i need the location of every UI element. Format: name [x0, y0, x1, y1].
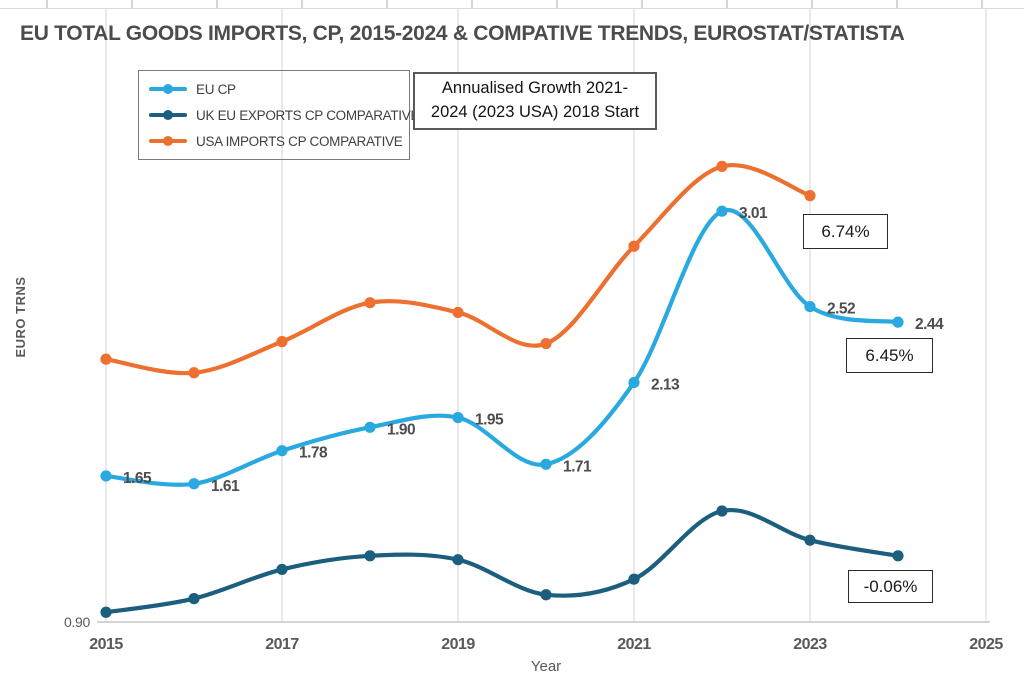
svg-text:2019: 2019: [441, 636, 475, 653]
usa-growth-label: 6.74%: [803, 214, 888, 249]
svg-text:1.95: 1.95: [475, 412, 504, 429]
growth-annotation-box: Annualised Growth 2021- 2024 (2023 USA) …: [413, 72, 657, 130]
svg-text:2.52: 2.52: [827, 301, 855, 318]
uk-growth-label: -0.06%: [848, 570, 933, 603]
legend-label: UK EU EXPORTS CP COMPARATIVE: [196, 107, 420, 123]
legend-item-usa-imports: USA IMPORTS CP COMPARATIVE: [149, 134, 403, 149]
spreadsheet-top-edge: [0, 0, 1024, 9]
annotation-line-2: 2024 (2023 USA) 2018 Start: [430, 103, 640, 121]
legend-item-eu-cp: EU CP: [149, 82, 399, 97]
legend-swatch-0: [149, 84, 187, 94]
svg-text:1.78: 1.78: [299, 445, 328, 462]
svg-text:EURO TRNS: EURO TRNS: [13, 276, 28, 357]
legend-item-uk-eu-exports: UK EU EXPORTS CP COMPARATIVE: [149, 108, 419, 123]
annotation-line-1: Annualised Growth 2021-: [441, 79, 629, 98]
svg-text:2.44: 2.44: [915, 316, 944, 333]
svg-text:2025: 2025: [969, 636, 1003, 653]
svg-text:2.13: 2.13: [651, 377, 680, 394]
legend-label: EU CP: [196, 81, 236, 97]
svg-text:2021: 2021: [617, 636, 651, 653]
legend-marker-icon: [163, 136, 173, 146]
svg-text:1.71: 1.71: [563, 458, 592, 475]
svg-text:1.65: 1.65: [123, 470, 152, 487]
legend-swatch-2: [149, 136, 187, 146]
svg-text:2015: 2015: [89, 636, 123, 653]
legend-label: USA IMPORTS CP COMPARATIVE: [196, 133, 403, 149]
svg-text:3.01: 3.01: [739, 205, 768, 222]
legend-marker-icon: [163, 84, 173, 94]
svg-text:1.61: 1.61: [211, 478, 240, 495]
svg-text:Year: Year: [531, 658, 561, 675]
chart-legend: EU CP UK EU EXPORTS CP COMPARATIVE USA I…: [138, 70, 419, 160]
svg-text:2023: 2023: [793, 636, 827, 653]
legend-swatch-1: [149, 110, 187, 120]
svg-text:0.90: 0.90: [64, 614, 91, 630]
svg-text:1.90: 1.90: [387, 421, 415, 438]
eu-growth-label: 6.45%: [846, 338, 933, 373]
legend-marker-icon: [163, 110, 173, 120]
svg-text:2017: 2017: [265, 636, 299, 653]
chart-title: EU TOTAL GOODS IMPORTS, CP, 2015-2024 & …: [20, 22, 905, 45]
